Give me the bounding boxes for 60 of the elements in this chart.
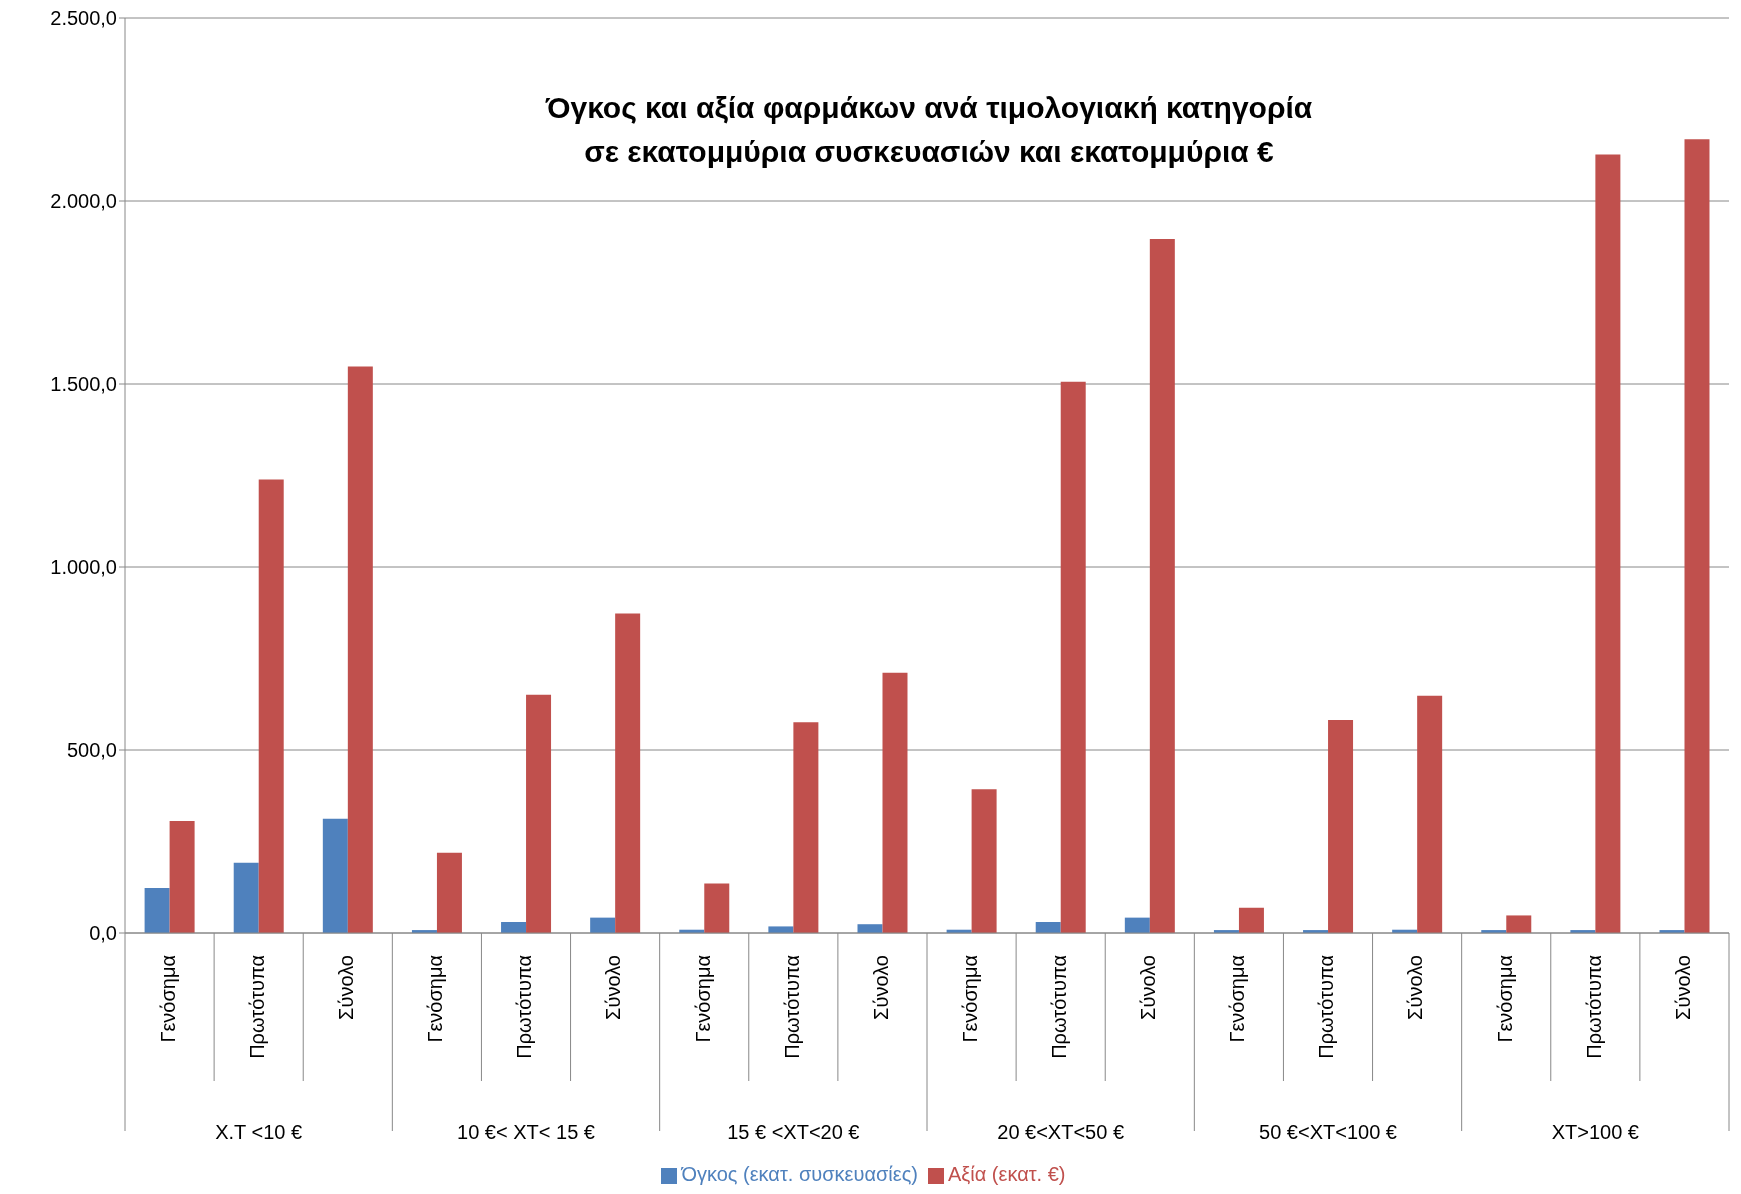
bar bbox=[1124, 917, 1150, 933]
text: 15 € <ΧΤ<20 € bbox=[727, 1121, 860, 1143]
y-tick-label: 1.000,0 bbox=[50, 556, 117, 579]
text: 20 €<ΧΤ<50 € bbox=[997, 1121, 1125, 1143]
x-tick-label: Σύνολο bbox=[1671, 955, 1694, 1020]
x-tick-label: Σύνολο bbox=[1404, 955, 1427, 1020]
text: Χ.Τ <10 € bbox=[215, 1121, 303, 1143]
bar bbox=[882, 672, 908, 933]
text: Όγκος και αξία φαρμάκων ανά τιμολογιακή κατηγορία σε εκατομμύρια συσκευασιών και εκατομμύρια € bbox=[544, 90, 1314, 170]
bar bbox=[1035, 922, 1061, 933]
bar bbox=[436, 852, 462, 933]
text: 50 €<ΧΤ<100 € bbox=[1259, 1121, 1397, 1143]
bar bbox=[169, 821, 195, 933]
legend-label: Αξία (εκατ. €) bbox=[947, 1163, 1066, 1185]
x-tick-label: Πρωτότυπα bbox=[1582, 955, 1605, 1059]
bar bbox=[233, 862, 259, 933]
bar bbox=[1060, 381, 1086, 933]
x-tick-label: Πρωτότυπα bbox=[1047, 955, 1070, 1059]
text: 10 €< ΧΤ< 15 € bbox=[457, 1121, 595, 1143]
y-tick-label: 2.000,0 bbox=[50, 190, 117, 213]
x-tick-label: Πρωτότυπα bbox=[245, 955, 268, 1059]
x-tick-label: Πρωτότυπα bbox=[780, 955, 803, 1059]
x-tick-label: Γενόσημα bbox=[1226, 955, 1249, 1043]
y-tick-label: 0,0 bbox=[89, 922, 117, 945]
bar bbox=[768, 926, 794, 933]
bar bbox=[1506, 915, 1532, 933]
x-tick-label: Γενόσημα bbox=[958, 955, 981, 1043]
x-tick-label: Σύνολο bbox=[602, 955, 625, 1020]
bar bbox=[322, 818, 348, 933]
bar bbox=[1417, 695, 1443, 933]
x-tick-label: Γενόσημα bbox=[1493, 955, 1516, 1043]
y-tick-label: 500,0 bbox=[66, 739, 117, 762]
x-tick-label: Σύνολο bbox=[335, 955, 358, 1020]
bar bbox=[857, 924, 883, 933]
bar bbox=[501, 922, 527, 933]
x-tick-label: Πρωτότυπα bbox=[513, 955, 536, 1059]
text: ΧΤ>100 € bbox=[1551, 1121, 1639, 1143]
x-tick-label: Γενόσημα bbox=[691, 955, 714, 1043]
bar bbox=[1595, 154, 1621, 933]
x-tick-label: Σύνολο bbox=[1137, 955, 1160, 1020]
bar bbox=[793, 722, 819, 933]
bar bbox=[1684, 139, 1710, 933]
bar bbox=[1328, 719, 1354, 933]
x-tick-label: Γενόσημα bbox=[156, 955, 179, 1043]
x-tick-label: Γενόσημα bbox=[424, 955, 447, 1043]
bar bbox=[971, 789, 997, 933]
bar bbox=[258, 479, 284, 933]
legend-label: Όγκος (εκατ. συσκευασίες) bbox=[681, 1163, 918, 1185]
bar bbox=[704, 883, 730, 933]
y-tick-label: 2.500,0 bbox=[50, 7, 117, 30]
bar bbox=[347, 366, 373, 933]
y-tick-label: 1.500,0 bbox=[50, 373, 117, 396]
x-tick-label: Πρωτότυπα bbox=[1315, 955, 1338, 1059]
bar bbox=[615, 613, 641, 933]
bar bbox=[590, 917, 616, 933]
bar bbox=[526, 694, 552, 933]
bar bbox=[1149, 239, 1175, 933]
bar bbox=[144, 887, 170, 933]
x-tick-label: Σύνολο bbox=[869, 955, 892, 1020]
bar bbox=[1238, 907, 1264, 933]
